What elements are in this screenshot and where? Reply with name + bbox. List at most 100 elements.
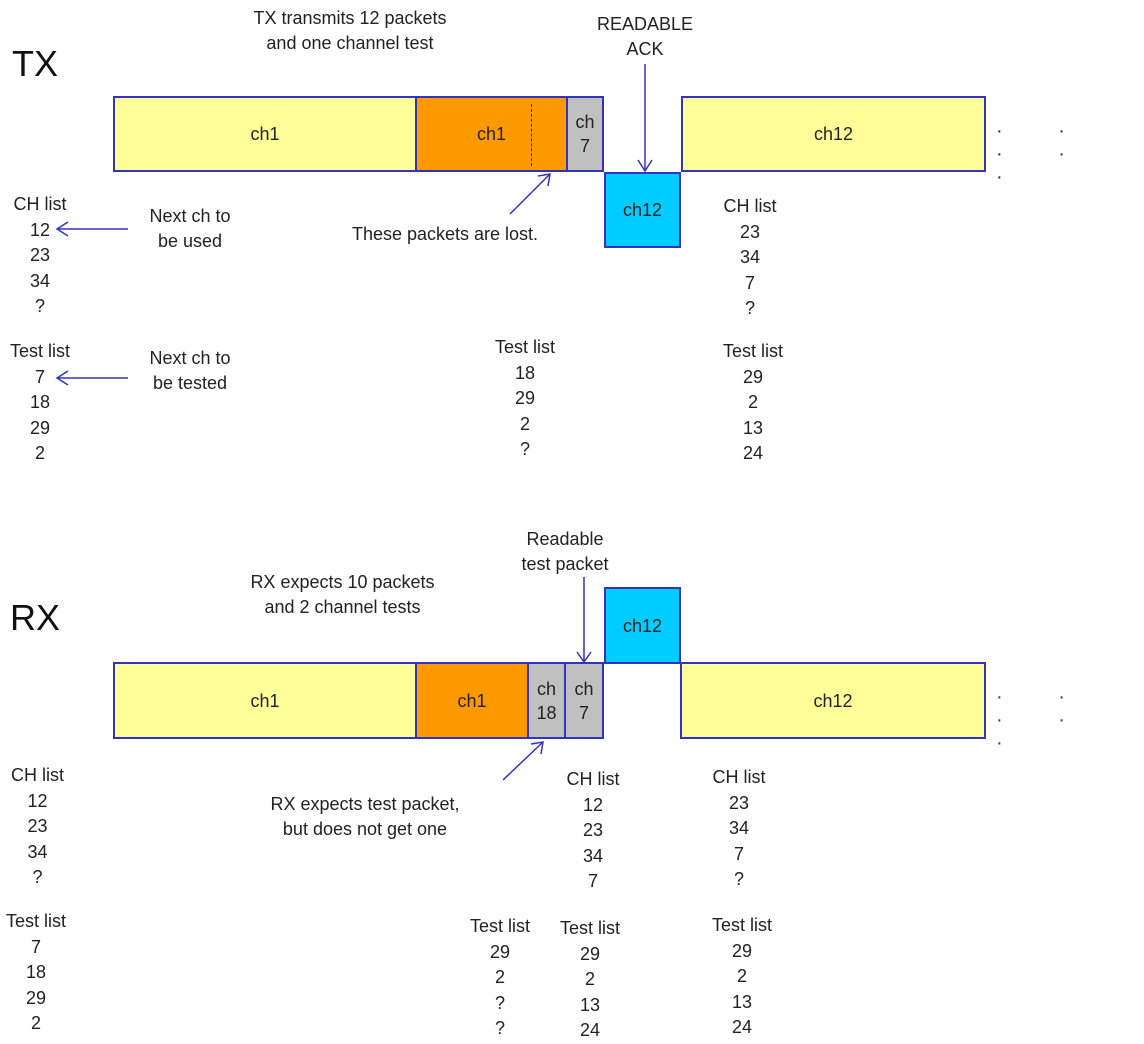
list-item: 13 — [742, 417, 764, 438]
list-item: 2 — [747, 392, 758, 412]
next-tested-arrowhead — [55, 370, 69, 386]
tx-packet-ch12: ch12 — [681, 96, 986, 172]
list-item: ? — [494, 1018, 505, 1038]
list-item: 23 — [27, 816, 48, 836]
rx-test-list-left: Test list 7 18 29 2 — [0, 909, 72, 1037]
tx-test-list-right: Test list 29 2 13 24 — [708, 339, 798, 467]
list-item: ? — [34, 296, 45, 316]
list-item: 24 — [579, 1020, 601, 1040]
list-item: 18 — [29, 392, 51, 412]
rx-expects-note: RX expects 10 packets and 2 channel tests — [250, 572, 435, 617]
list-header: CH list — [723, 196, 777, 216]
list-item: 34 — [27, 841, 48, 862]
list-item: 24 — [731, 1017, 753, 1037]
list-item: 29 — [731, 940, 753, 961]
rx-test-list-b: Test list 29 2 13 24 — [550, 916, 630, 1044]
list-header: CH list — [566, 769, 620, 789]
next-ch-tested-note: Next ch to be tested — [149, 348, 231, 393]
list-header: Test list — [469, 916, 530, 936]
rx-ch-list-right: CH list 23 34 7 ? — [694, 765, 784, 893]
list-item: 34 — [728, 818, 750, 838]
list-header: Test list — [494, 337, 555, 357]
tx-ack-ch12: ch12 — [604, 172, 681, 248]
list-item: 2 — [30, 1013, 41, 1033]
list-header: CH list — [13, 194, 67, 214]
readable-test-arrowhead — [576, 651, 592, 664]
list-item: ? — [32, 867, 43, 887]
list-header: CH list — [712, 767, 766, 787]
tx-test-list-middle: Test list 18 29 2 ? — [480, 335, 570, 463]
list-item: 29 — [489, 941, 511, 962]
list-item: 2 — [519, 413, 530, 434]
list-item: 7 — [744, 272, 755, 293]
rx-missing-test-note: RX expects test packet, but does not get … — [270, 794, 460, 839]
tx-packet-ch1-ok: ch1 — [113, 96, 417, 172]
rx-continuation-dots: · · · · · — [996, 686, 1090, 754]
list-header: Test list — [9, 341, 70, 361]
list-item: 34 — [582, 845, 604, 866]
tx-title: TX — [12, 43, 59, 84]
list-item: 7 — [34, 366, 45, 387]
list-item: 7 — [587, 871, 598, 891]
list-item: 2 — [584, 969, 595, 989]
list-item: 34 — [29, 270, 51, 291]
rx-test-list-right: Test list 29 2 13 24 — [697, 913, 787, 1041]
readable-ack-label: READABLE ACK — [596, 14, 694, 59]
tx-transmit-note: TX transmits 12 packets and one channel t… — [253, 8, 447, 53]
rx-ack-ch12: ch12 — [604, 587, 681, 664]
lost-packet-divider — [531, 104, 532, 166]
list-item: 29 — [514, 388, 536, 408]
tx-continuation-dots: · · · · · — [996, 120, 1090, 188]
rx-ch-list-middle: CH list 12 23 34 7 — [548, 767, 638, 895]
rx-expects-test-arrowhead — [530, 741, 544, 755]
list-item: 29 — [29, 417, 51, 438]
list-header: Test list — [722, 341, 783, 361]
list-item: 12 — [29, 219, 51, 240]
list-item: 18 — [25, 962, 47, 982]
list-item: 29 — [742, 366, 764, 387]
rx-packet-ch1-ok: ch1 — [113, 662, 417, 739]
list-item: 12 — [27, 790, 48, 811]
list-item: 29 — [25, 987, 47, 1008]
list-header: CH list — [11, 765, 64, 785]
list-item: 2 — [494, 967, 505, 987]
list-header: Test list — [559, 918, 620, 938]
lost-packets-arrowhead — [537, 173, 551, 187]
readable-test-packet-label: Readable test packet — [521, 529, 609, 574]
list-item: 23 — [739, 221, 761, 242]
rx-packet-ch1: ch1 — [415, 662, 529, 739]
list-item: 23 — [728, 792, 750, 813]
tx-test-list-left: Test list 7 18 29 2 — [0, 339, 80, 467]
list-item: 23 — [582, 820, 604, 840]
lost-packets-arrow — [509, 173, 551, 215]
list-item: 2 — [34, 443, 45, 463]
list-item: ? — [733, 869, 744, 889]
list-item: 24 — [742, 443, 764, 463]
tx-packet-ch7-test: ch 7 — [566, 96, 604, 172]
list-item: 7 — [30, 936, 41, 957]
list-header: Test list — [5, 911, 66, 931]
rx-test-list-a: Test list 29 2 ? ? — [460, 914, 540, 1042]
list-item: 29 — [579, 943, 601, 964]
next-used-arrowhead — [55, 221, 69, 237]
rx-expects-test-arrow — [502, 741, 544, 781]
rx-title: RX — [10, 597, 61, 638]
tx-packet-ch1-lost: ch1 — [415, 96, 568, 172]
list-item: 13 — [579, 994, 601, 1015]
list-item: 18 — [514, 362, 536, 383]
rx-ch-list-left: CH list 12 23 34 ? — [0, 763, 75, 891]
list-item: 13 — [731, 991, 753, 1012]
readable-ack-arrowhead — [637, 159, 653, 173]
tx-ch-list-left: CH list 12 23 34 ? — [0, 192, 80, 320]
list-item: 23 — [29, 245, 51, 265]
lost-packets-note: These packets are lost. — [351, 224, 539, 244]
rx-packet-ch12: ch12 — [680, 662, 986, 739]
list-item: 7 — [733, 843, 744, 864]
list-item: 34 — [739, 247, 761, 267]
list-item: ? — [519, 439, 530, 459]
tx-ch-list-right: CH list 23 34 7 ? — [705, 194, 795, 322]
list-item: ? — [494, 992, 505, 1013]
list-item: 12 — [582, 794, 604, 815]
list-item: 2 — [736, 966, 747, 986]
